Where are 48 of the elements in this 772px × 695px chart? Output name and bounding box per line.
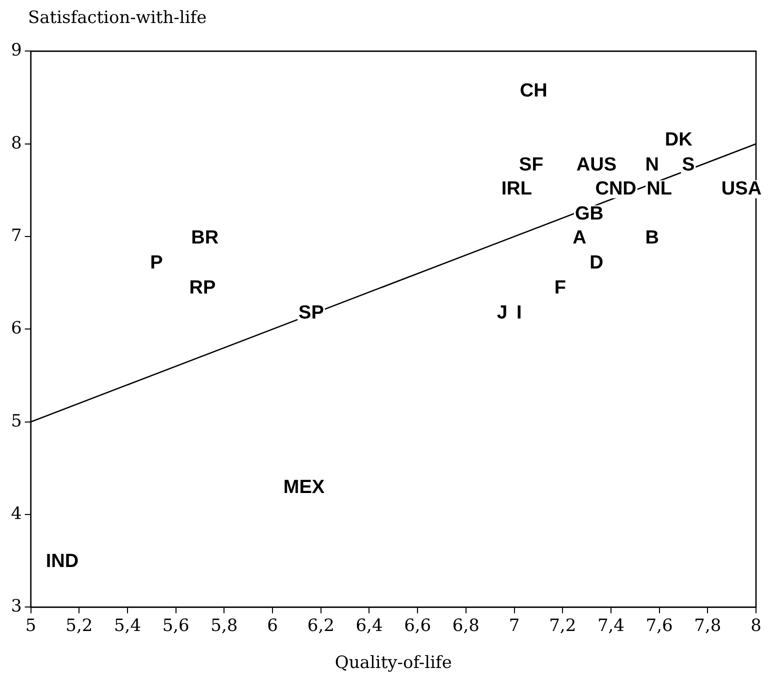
annotation: F bbox=[554, 278, 566, 299]
annotation: SP bbox=[298, 302, 324, 324]
x-tick-label: 5,4 bbox=[114, 616, 142, 636]
y-tick-label: 5 bbox=[10, 411, 22, 432]
x-tick-label: 6,8 bbox=[452, 616, 480, 636]
annotation: MEX bbox=[283, 476, 325, 498]
annotation: RP bbox=[189, 278, 216, 299]
x-tick-label: 6,6 bbox=[404, 616, 432, 636]
x-tick-label: 6 bbox=[267, 616, 278, 636]
annotation: DK bbox=[664, 129, 693, 150]
annotation: N bbox=[645, 154, 659, 176]
annotation: J bbox=[496, 302, 508, 324]
y-axis-title: Satisfaction-with-life bbox=[27, 8, 208, 30]
y-tick-label: 6 bbox=[10, 318, 22, 339]
annotation: USA bbox=[721, 178, 762, 200]
annotation: A bbox=[572, 228, 587, 249]
annotation: IND bbox=[46, 551, 79, 572]
annotation: BR bbox=[191, 228, 219, 249]
annotation: D bbox=[590, 252, 604, 274]
x-tick-label: 7 bbox=[508, 616, 520, 636]
x-tick-label: 6,4 bbox=[356, 616, 383, 636]
annotation: IRL bbox=[501, 178, 532, 200]
y-tick-label: 9 bbox=[10, 40, 22, 61]
x-tick-label: 5 bbox=[25, 616, 36, 636]
x-tick-label: 6,2 bbox=[307, 616, 334, 636]
y-tick-label: 3 bbox=[10, 596, 22, 617]
annotation: I bbox=[516, 302, 522, 324]
x-tick-label: 5,2 bbox=[66, 616, 93, 636]
x-tick-label: 5,6 bbox=[162, 616, 190, 636]
annotation: S bbox=[682, 154, 695, 176]
y-tick-label: 7 bbox=[10, 226, 22, 246]
x-tick-label: 7,2 bbox=[549, 616, 576, 636]
annotation: B bbox=[645, 228, 659, 249]
x-axis-title: Quality-of-life bbox=[334, 653, 452, 674]
annotation: CND bbox=[595, 178, 636, 200]
x-tick-label: 7,4 bbox=[597, 616, 624, 636]
annotation: CH bbox=[520, 80, 548, 102]
annotation: GB bbox=[574, 204, 604, 225]
annotation: P bbox=[150, 252, 164, 274]
y-tick-label: 8 bbox=[10, 133, 22, 154]
annotation: SF bbox=[519, 154, 544, 176]
x-tick-label: 5,8 bbox=[210, 616, 238, 636]
x-tick-label: 7,8 bbox=[694, 616, 722, 636]
x-tick-label: 7,6 bbox=[646, 616, 673, 636]
x-tick-label: 8 bbox=[750, 616, 762, 636]
annotation: AUS bbox=[576, 154, 617, 176]
annotation: NL bbox=[646, 178, 672, 200]
y-tick-label: 4 bbox=[10, 504, 22, 524]
